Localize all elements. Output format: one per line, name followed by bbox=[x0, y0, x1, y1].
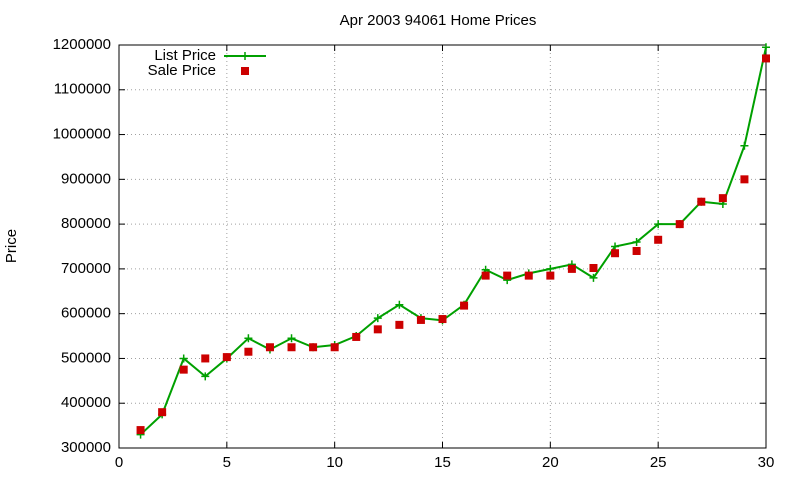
data-point bbox=[740, 141, 749, 150]
x-tick-label: 10 bbox=[326, 454, 343, 471]
data-point bbox=[395, 320, 404, 329]
data-point bbox=[611, 249, 620, 258]
data-point bbox=[503, 271, 512, 280]
data-point bbox=[481, 271, 490, 280]
data-point bbox=[632, 246, 641, 255]
data-point bbox=[632, 238, 641, 247]
data-point bbox=[373, 314, 382, 323]
y-tick-label: 400000 bbox=[61, 394, 111, 411]
x-tick-label: 5 bbox=[223, 454, 231, 471]
legend-label: Sale Price bbox=[148, 62, 216, 79]
legend-marker bbox=[241, 67, 249, 75]
data-point bbox=[201, 372, 210, 381]
data-point bbox=[395, 300, 404, 309]
x-tick-label: 20 bbox=[542, 454, 559, 471]
data-point bbox=[179, 365, 188, 374]
data-point bbox=[438, 315, 447, 324]
x-tick-label: 15 bbox=[434, 454, 451, 471]
data-point bbox=[611, 242, 620, 251]
data-point bbox=[697, 197, 706, 206]
y-tick-label: 600000 bbox=[61, 305, 111, 322]
legend-label: List Price bbox=[154, 47, 216, 64]
y-tick-label: 1200000 bbox=[53, 36, 111, 53]
data-point bbox=[244, 334, 253, 343]
data-point bbox=[524, 271, 533, 280]
data-point bbox=[373, 325, 382, 334]
y-tick-label: 300000 bbox=[61, 439, 111, 456]
data-point bbox=[589, 263, 598, 272]
data-point bbox=[265, 343, 274, 352]
data-point bbox=[201, 354, 210, 363]
x-tick-label: 25 bbox=[650, 454, 667, 471]
data-point bbox=[589, 273, 598, 282]
data-point bbox=[158, 408, 167, 417]
data-point bbox=[136, 426, 145, 435]
y-axis-label: Price bbox=[3, 229, 20, 263]
chart-title: Apr 2003 94061 Home Prices bbox=[340, 12, 537, 29]
y-tick-label: 1100000 bbox=[54, 81, 111, 98]
data-point bbox=[287, 334, 296, 343]
data-point bbox=[654, 235, 663, 244]
x-tick-label: 30 bbox=[758, 454, 775, 471]
data-point bbox=[675, 220, 684, 229]
y-tick-label: 500000 bbox=[61, 349, 111, 366]
legend-marker bbox=[241, 52, 249, 60]
data-point bbox=[567, 264, 576, 273]
data-line bbox=[139, 47, 767, 436]
y-tick-label: 700000 bbox=[61, 260, 111, 277]
data-point bbox=[718, 194, 727, 203]
data-point bbox=[330, 343, 339, 352]
data-point bbox=[244, 347, 253, 356]
data-point bbox=[287, 343, 296, 352]
y-tick-label: 800000 bbox=[61, 215, 111, 232]
data-point bbox=[460, 301, 469, 310]
data-point bbox=[352, 332, 361, 341]
plot-border bbox=[118, 44, 767, 449]
data-point bbox=[762, 54, 770, 63]
data-point bbox=[762, 43, 770, 52]
data-point bbox=[546, 271, 555, 280]
data-point bbox=[179, 354, 188, 363]
data-point bbox=[740, 175, 749, 184]
data-point bbox=[546, 264, 555, 273]
y-tick-label: 900000 bbox=[61, 170, 111, 187]
data-point bbox=[222, 353, 231, 362]
x-tick-label: 0 bbox=[115, 454, 123, 471]
y-tick-label: 1000000 bbox=[53, 126, 111, 143]
data-point bbox=[416, 315, 425, 324]
data-point bbox=[654, 220, 663, 229]
data-point bbox=[309, 343, 318, 352]
